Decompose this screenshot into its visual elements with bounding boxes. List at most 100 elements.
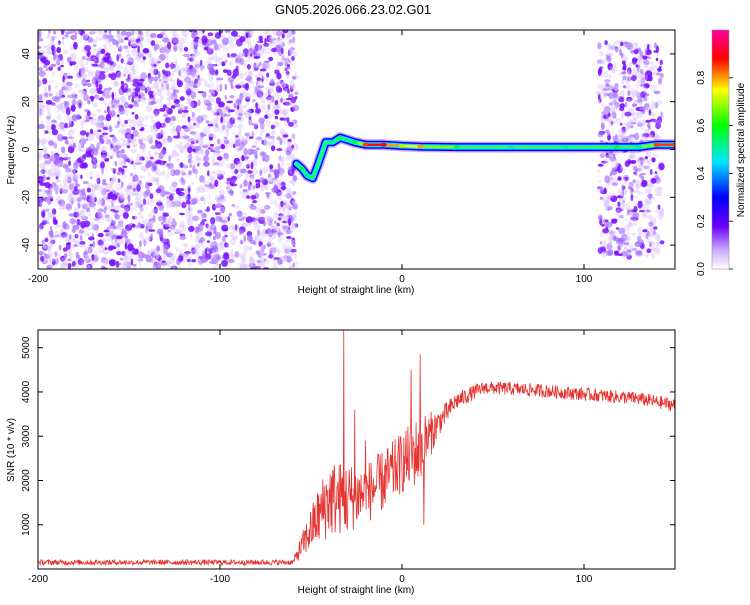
noise-blob <box>263 103 267 112</box>
noise-blob <box>168 215 172 219</box>
noise-blob <box>222 107 227 111</box>
noise-blob <box>254 138 257 147</box>
noise-blob <box>79 130 87 136</box>
noise-blob <box>215 69 219 76</box>
noise-blob <box>65 208 72 211</box>
noise-blob <box>257 85 265 89</box>
noise-blob <box>91 118 99 126</box>
noise-blob <box>659 240 665 245</box>
noise-blob <box>625 122 631 131</box>
noise-blob <box>197 76 202 84</box>
noise-blob <box>239 191 245 195</box>
noise-blob <box>161 260 166 263</box>
noise-blob <box>272 103 279 110</box>
noise-blob <box>170 115 176 122</box>
noise-blob <box>114 125 120 128</box>
noise-blob <box>147 172 152 177</box>
noise-blob <box>59 188 63 194</box>
noise-blob <box>601 223 605 227</box>
noise-blob <box>185 138 191 146</box>
noise-blob <box>201 250 205 255</box>
noise-blob <box>206 102 213 107</box>
noise-blob <box>606 196 611 200</box>
noise-blob <box>167 229 171 233</box>
noise-blob <box>183 85 190 91</box>
noise-blob <box>60 255 66 262</box>
noise-blob <box>106 204 112 211</box>
noise-blob <box>137 258 144 262</box>
noise-blob <box>266 216 271 220</box>
noise-blob <box>52 183 55 189</box>
noise-blob <box>116 250 122 256</box>
noise-blob <box>599 139 604 143</box>
noise-blob <box>138 240 142 248</box>
noise-blob <box>601 160 608 164</box>
noise-blob <box>161 138 166 146</box>
noise-blob <box>597 100 601 105</box>
noise-blob <box>78 149 86 152</box>
noise-blob <box>53 160 60 166</box>
noise-blob <box>233 124 239 128</box>
noise-blob <box>647 159 651 166</box>
noise-blob <box>270 242 275 246</box>
noise-blob <box>265 134 268 139</box>
noise-blob <box>77 142 83 150</box>
noise-blob <box>231 132 236 135</box>
noise-blob <box>91 49 98 52</box>
noise-blob <box>642 133 650 138</box>
noise-blob <box>126 133 131 138</box>
noise-blob <box>238 141 245 149</box>
noise-blob <box>120 204 126 209</box>
noise-blob <box>245 32 249 39</box>
noise-blob <box>629 244 634 250</box>
noise-blob <box>75 180 79 185</box>
noise-blob <box>101 188 107 196</box>
noise-blob <box>110 176 117 183</box>
noise-blob <box>195 60 200 68</box>
noise-blob <box>74 185 78 192</box>
noise-blob <box>89 112 97 118</box>
noise-blob <box>246 234 253 242</box>
noise-blob <box>151 254 158 262</box>
noise-blob <box>238 123 243 131</box>
noise-blob <box>244 82 250 91</box>
noise-blob <box>246 164 250 169</box>
noise-blob <box>247 80 255 85</box>
noise-blob <box>210 171 216 174</box>
noise-blob <box>179 47 183 53</box>
noise-blob <box>197 99 201 107</box>
noise-blob <box>94 217 100 221</box>
noise-blob <box>127 137 132 144</box>
noise-blob <box>165 62 170 69</box>
noise-blob <box>648 193 652 201</box>
noise-blob <box>207 123 214 127</box>
noise-blob <box>623 188 628 196</box>
noise-blob <box>168 218 171 222</box>
noise-blob <box>249 261 254 265</box>
noise-blob <box>222 45 229 52</box>
noise-blob <box>226 121 231 128</box>
noise-blob <box>608 119 615 128</box>
noise-blob <box>638 61 642 66</box>
noise-blob <box>625 236 632 243</box>
noise-blob <box>56 179 60 183</box>
noise-blob <box>177 131 180 137</box>
noise-blob <box>280 200 284 207</box>
noise-blob <box>207 70 211 78</box>
noise-blob <box>646 214 654 220</box>
noise-blob <box>632 43 640 50</box>
noise-blob <box>630 121 636 125</box>
noise-blob <box>154 82 160 90</box>
noise-blob <box>210 89 215 94</box>
noise-blob <box>118 195 125 204</box>
noise-blob <box>184 255 192 260</box>
noise-blob <box>214 232 222 240</box>
noise-blob <box>254 136 261 142</box>
noise-blob <box>629 134 636 138</box>
noise-blob <box>218 190 222 194</box>
noise-blob <box>277 61 284 67</box>
noise-blob <box>91 183 99 189</box>
noise-blob <box>282 256 288 262</box>
noise-blob <box>172 228 180 232</box>
noise-blob <box>614 84 619 92</box>
